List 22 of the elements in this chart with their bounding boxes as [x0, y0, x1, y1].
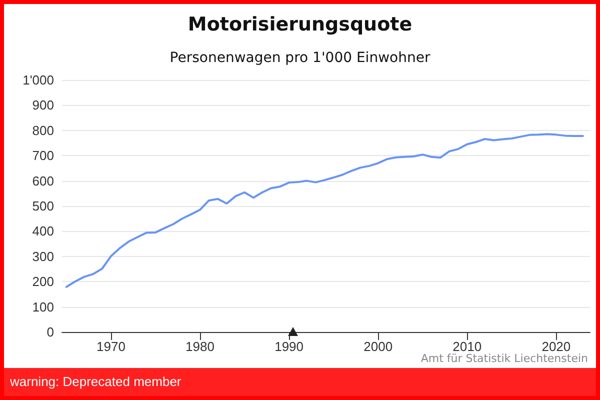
y-tick-label: 200	[32, 274, 54, 290]
text: Amt für Statistik Liechtenstein	[420, 352, 588, 365]
x-tick-label: 2010	[452, 339, 482, 354]
y-tick-label: 400	[32, 224, 54, 239]
y-tick-label: 100	[32, 299, 54, 314]
chart-title: Motorisierungsquote	[188, 14, 412, 36]
y-tick-label: 300	[32, 248, 54, 264]
x-tick-label: 2020	[542, 339, 571, 354]
line-series	[65, 133, 584, 288]
y-tick-label: 500	[32, 198, 54, 214]
x-tick-label: 1970	[96, 339, 126, 354]
text: warning: Deprecated member	[4, 368, 596, 396]
y-tick-label: 800	[32, 122, 54, 138]
x-tick-label: 1990	[274, 339, 304, 354]
y-tick-label: 600	[32, 173, 54, 188]
x-tick-label: 1980	[186, 339, 214, 354]
y-tick-label: 1'000	[22, 72, 54, 88]
y-tick-label: 900	[32, 98, 54, 113]
y-tick-label: 0	[46, 324, 54, 340]
x-tick-label: 2000	[364, 339, 393, 354]
chart-subtitle: Personenwagen pro 1'000 Einwohner	[170, 50, 430, 66]
y-tick-label: 700	[32, 148, 54, 164]
